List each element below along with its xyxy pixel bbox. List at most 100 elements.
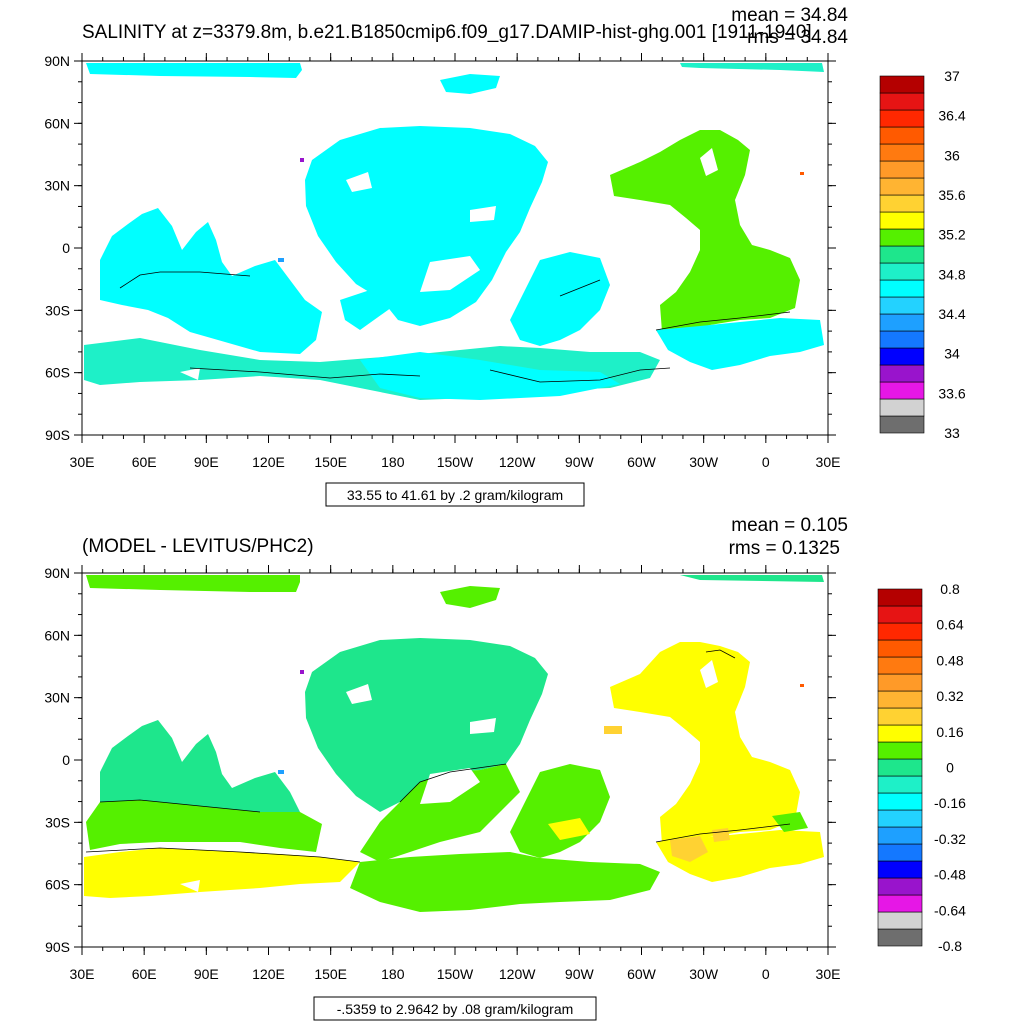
map-title: SALINITY at z=3379.8m, b.e21.B1850cmip6.… [82,22,812,43]
colorbar-swatch [877,775,923,794]
map-frame [74,53,836,443]
colorbar-swatch [879,126,925,145]
colorbar-swatch [879,194,925,213]
colorbar-label: -0.8 [938,938,962,954]
colorbar-swatch [877,605,923,624]
colorbar-label: -0.32 [934,831,966,847]
lat-tick-label: 30S [45,302,70,318]
colorbar-swatch [877,656,923,675]
lon-tick-label: 120W [499,966,536,982]
colorbar-swatch [879,160,925,179]
lon-tick-label: 90W [565,966,595,982]
colorbar-swatch [877,690,923,709]
colorbar-swatch [877,894,923,913]
colorbar-swatch [879,262,925,281]
colorbar-label: -0.48 [934,867,966,883]
colorbar-swatch [877,622,923,641]
lon-tick-label: 30E [816,454,841,470]
lat-tick-label: 90S [45,939,70,955]
lat-tick-label: 60N [44,115,70,131]
colorbar-label: 34.4 [938,306,965,322]
colorbar-swatch [879,381,925,400]
colorbar-swatch [879,313,925,332]
colorbar-label: 0.32 [936,688,963,704]
colorbar: -0.8 -0.64 -0.48 -0.32 -0.16 0 0.16 0.32 0.48 0.6… [877,581,966,954]
lon-tick-label: 180 [381,966,405,982]
lon-tick-label: 90E [194,454,219,470]
mean-stat: mean = 0.105 [731,515,848,536]
colorbar-swatch [879,364,925,383]
contour-range-label: -.5359 to 2.9642 by .08 gram/kilogram [337,1001,574,1017]
colorbar-swatch [879,347,925,366]
lon-tick-label: 30W [689,454,719,470]
colorbar-swatch [877,860,923,879]
lon-tick-label: 0 [762,454,770,470]
lon-axis-labels: 30E 60E 90E 120E 150E 180 150W 120W 90W 60W 30W 0 30… [70,454,841,470]
lat-tick-label: 0 [62,240,70,256]
colorbar-label: 37 [944,68,960,84]
colorbar-label: -0.64 [934,902,966,918]
lon-tick-label: 60W [627,966,657,982]
difference-field [84,575,824,912]
lon-tick-label: 90E [194,966,219,982]
lat-tick-label: 60S [45,877,70,893]
lat-tick-label: 90N [44,565,70,581]
lon-tick-label: 60E [132,454,157,470]
lon-tick-label: 120W [499,454,536,470]
lon-tick-label: 30E [816,966,841,982]
colorbar-swatch [877,707,923,726]
colorbar-swatch [877,809,923,828]
map-frame [74,565,836,955]
colorbar-swatch [877,911,923,930]
colorbar-swatch [879,279,925,298]
lat-tick-label: 30N [44,178,70,194]
lon-tick-label: 60E [132,966,157,982]
colorbar-swatch [879,398,925,417]
lon-tick-label: 150E [314,454,347,470]
colorbar-label: 0.16 [936,724,963,740]
rms-stat: rms = 0.1325 [729,538,840,559]
map-title: (MODEL - LEVITUS/PHC2) [82,536,314,557]
colorbar-label: 34 [944,346,960,362]
colorbar-swatch [879,330,925,349]
colorbar-swatch [879,177,925,196]
colorbar-swatch [877,639,923,658]
lon-tick-label: 30W [689,966,719,982]
lon-tick-label: 150W [437,454,474,470]
colorbar-swatch [877,877,923,896]
colorbar-swatch [877,741,923,760]
mean-stat: mean = 34.84 [731,5,848,26]
colorbar-swatch [879,211,925,230]
colorbar-swatch [877,792,923,811]
colorbar-label: 33.6 [938,385,965,401]
colorbar-swatch [877,928,923,947]
lat-axis-labels: 90N 60N 30N 0 30S 60S 90S [44,565,70,955]
colorbar-swatch [879,228,925,247]
lat-tick-label: 60S [45,365,70,381]
salinity-field [84,63,824,400]
colorbar-swatch [877,673,923,692]
lon-tick-label: 120E [252,966,285,982]
lat-tick-label: 30S [45,814,70,830]
colorbar-label: 0.8 [940,581,960,597]
lat-axis-labels: 90N 60N 30N 0 30S 60S 90S [44,53,70,443]
colorbar-label: 35.6 [938,187,965,203]
lon-tick-label: 120E [252,454,285,470]
lon-tick-label: 30E [70,454,95,470]
colorbar-swatch [879,143,925,162]
lon-tick-label: 150E [314,966,347,982]
lat-tick-label: 90S [45,427,70,443]
colorbar-swatch [879,109,925,128]
colorbar-label: 36 [944,147,960,163]
colorbar-label: 36.4 [938,108,965,124]
lon-tick-label: 30E [70,966,95,982]
lat-tick-label: 30N [44,690,70,706]
lon-tick-label: 150W [437,966,474,982]
lon-axis-labels: 30E 60E 90E 120E 150E 180 150W 120W 90W 60W 30W 0 30… [70,966,841,982]
contour-range-label: 33.55 to 41.61 by .2 gram/kilogram [347,487,563,503]
lon-tick-label: 0 [762,966,770,982]
colorbar-swatch [879,245,925,264]
colorbar-label: 0.48 [936,652,963,668]
lat-tick-label: 60N [44,627,70,643]
lon-tick-label: 180 [381,454,405,470]
